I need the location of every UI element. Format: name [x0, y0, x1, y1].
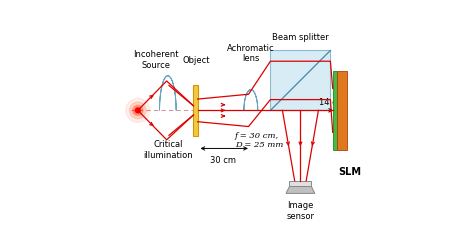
Circle shape: [133, 106, 143, 116]
Text: Achromatic
lens: Achromatic lens: [227, 43, 274, 63]
Text: Object: Object: [183, 56, 210, 65]
Text: Incoherent
Source: Incoherent Source: [134, 50, 179, 70]
Polygon shape: [286, 187, 315, 194]
Circle shape: [129, 103, 146, 119]
Text: f = 30 cm,
D = 25 mm: f = 30 cm, D = 25 mm: [235, 132, 283, 149]
Text: SLM: SLM: [338, 166, 361, 176]
Bar: [271, 51, 330, 111]
Circle shape: [135, 108, 141, 114]
Bar: [193, 86, 198, 136]
Bar: [337, 72, 347, 150]
Polygon shape: [290, 181, 311, 187]
Text: Beam splitter: Beam splitter: [272, 33, 329, 42]
Polygon shape: [160, 76, 176, 111]
Text: Critical
illumination: Critical illumination: [143, 140, 192, 159]
Text: 14 cm: 14 cm: [319, 97, 345, 106]
Polygon shape: [244, 90, 258, 111]
Bar: [333, 72, 337, 150]
Circle shape: [126, 99, 150, 123]
Text: 30 cm: 30 cm: [210, 156, 236, 165]
Text: Image
sensor: Image sensor: [286, 201, 314, 220]
Circle shape: [136, 109, 140, 113]
